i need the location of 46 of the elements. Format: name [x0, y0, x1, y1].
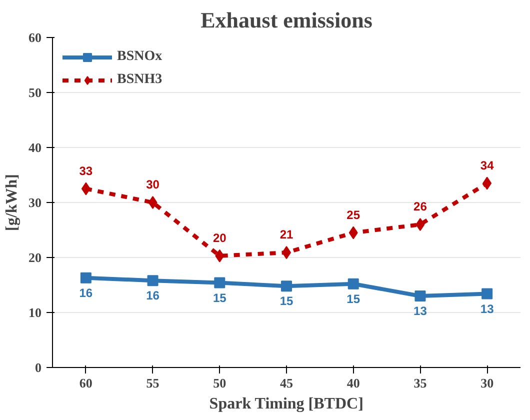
data-label: 34	[480, 158, 494, 172]
point	[482, 176, 492, 190]
point	[348, 278, 359, 290]
data-label: 20	[212, 230, 227, 245]
point	[214, 277, 226, 288]
chart-title: Exhaust emissions	[200, 8, 373, 32]
point	[281, 280, 292, 292]
x-tick-label: 50	[213, 376, 226, 390]
point	[348, 226, 358, 240]
y-tick-label: 50	[28, 85, 42, 100]
y-tick-label: 60	[28, 30, 42, 45]
data-label: 25	[346, 208, 360, 222]
point	[414, 290, 426, 302]
data-label: 13	[480, 302, 494, 316]
data-label: 33	[79, 164, 93, 178]
point	[215, 249, 224, 262]
point	[482, 288, 493, 300]
x-tick-label: 60	[79, 376, 92, 390]
data-label: 15	[346, 292, 360, 306]
point	[80, 272, 92, 284]
point	[81, 182, 90, 196]
legend-label: BSNOx	[117, 49, 162, 65]
y-axis-title: [g/kWh]	[4, 174, 20, 231]
x-tick-label: 30	[480, 376, 494, 390]
y-tick-label: 0	[35, 360, 42, 375]
x-tick-label: 45	[280, 376, 294, 390]
y-tick-label: 40	[28, 140, 42, 155]
data-label: 15	[212, 290, 227, 305]
data-label: 16	[146, 288, 160, 303]
x-tick-label: 35	[414, 376, 428, 390]
data-label: 16	[79, 286, 93, 300]
point	[148, 196, 158, 209]
data-label: 21	[280, 228, 294, 242]
x-tick-label: 55	[146, 376, 160, 390]
data-label: 26	[414, 200, 428, 214]
point	[416, 218, 425, 231]
x-axis-title: Spark Timing [BTDC]	[209, 396, 364, 412]
data-label: 15	[280, 294, 294, 308]
y-tick-label: 10	[28, 305, 42, 320]
point	[147, 275, 158, 286]
y-tick-label: 30	[28, 195, 42, 210]
x-tick-label: 40	[346, 376, 360, 390]
legend-label: BSNH3	[117, 72, 162, 88]
data-label: 13	[414, 304, 428, 318]
data-label: 30	[146, 178, 160, 192]
y-tick-label: 20	[28, 250, 42, 265]
